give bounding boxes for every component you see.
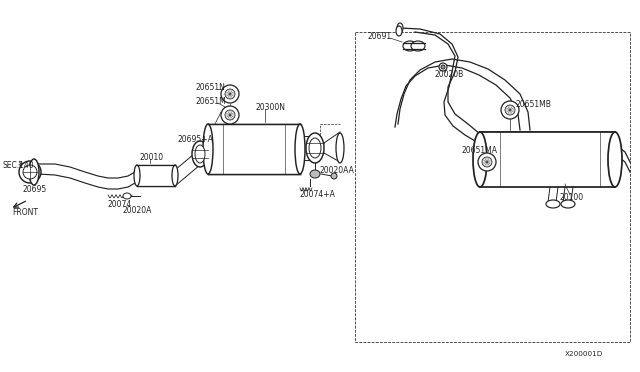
Ellipse shape (225, 89, 235, 99)
Text: 20695+A: 20695+A (178, 135, 214, 144)
Ellipse shape (195, 145, 205, 163)
Text: SEC.140: SEC.140 (2, 160, 34, 170)
Text: 20300N: 20300N (255, 103, 285, 112)
Ellipse shape (397, 23, 403, 33)
Ellipse shape (225, 110, 235, 120)
Ellipse shape (336, 133, 344, 163)
Ellipse shape (221, 106, 239, 124)
Ellipse shape (306, 133, 324, 163)
Ellipse shape (309, 138, 321, 158)
Ellipse shape (561, 200, 575, 208)
Text: 20651M: 20651M (195, 96, 226, 106)
Text: 20651MA: 20651MA (462, 145, 498, 154)
Text: FRONT: FRONT (12, 208, 38, 217)
Ellipse shape (29, 159, 39, 185)
Text: X200001D: X200001D (565, 351, 604, 357)
Ellipse shape (295, 124, 305, 174)
Ellipse shape (123, 193, 131, 199)
Ellipse shape (331, 173, 337, 179)
Ellipse shape (505, 105, 515, 115)
Ellipse shape (501, 101, 519, 119)
Text: 20651N: 20651N (195, 83, 225, 92)
Ellipse shape (310, 170, 320, 178)
Ellipse shape (473, 132, 487, 187)
Text: 20020B: 20020B (435, 70, 464, 78)
Text: 20651MB: 20651MB (516, 99, 552, 109)
Text: 20074+A: 20074+A (300, 189, 336, 199)
Ellipse shape (134, 165, 140, 186)
Ellipse shape (192, 141, 208, 167)
Ellipse shape (478, 153, 496, 171)
Text: 20695: 20695 (22, 185, 46, 193)
Ellipse shape (411, 41, 425, 51)
Ellipse shape (608, 132, 622, 187)
Text: 20020A: 20020A (122, 205, 152, 215)
Ellipse shape (403, 41, 417, 51)
Text: 20691: 20691 (368, 32, 392, 41)
Ellipse shape (396, 26, 402, 36)
Ellipse shape (482, 157, 492, 167)
Ellipse shape (23, 165, 37, 179)
Ellipse shape (172, 165, 178, 186)
Text: 20010: 20010 (140, 153, 164, 161)
Ellipse shape (441, 65, 445, 69)
Text: 20020AA: 20020AA (320, 166, 355, 174)
Ellipse shape (546, 200, 560, 208)
Ellipse shape (19, 161, 41, 183)
Ellipse shape (221, 85, 239, 103)
Ellipse shape (203, 124, 213, 174)
Text: 20100: 20100 (560, 192, 584, 202)
Text: 20074: 20074 (107, 199, 131, 208)
Ellipse shape (439, 63, 447, 71)
